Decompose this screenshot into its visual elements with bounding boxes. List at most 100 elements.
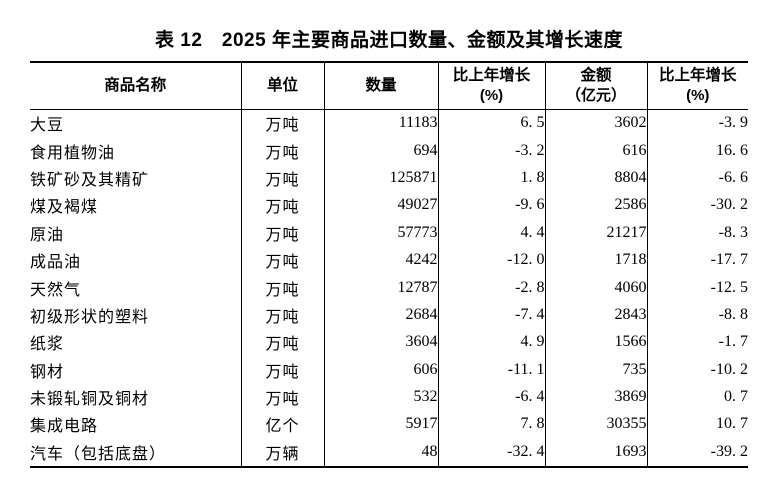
quantity-growth-cell: -3. 2	[438, 136, 546, 165]
unit-cell: 万吨	[241, 219, 325, 247]
commodity-name-cell: 煤及褐煤	[30, 191, 242, 220]
quantity-growth-cell: -12. 0	[438, 246, 546, 274]
amount-cell: 616	[545, 136, 648, 165]
col-header-quantity-growth: 比上年增长 (%)	[438, 62, 546, 110]
unit-cell: 万辆	[241, 438, 325, 467]
table-row: 铁矿砂及其精矿 万吨 125871 1. 8 8804 -6. 6	[30, 164, 748, 192]
amount-growth-cell: -39. 2	[710, 442, 748, 460]
col-header-amount: 金额 （亿元）	[545, 62, 648, 110]
quantity-cell: 48	[324, 438, 439, 467]
unit-cell: 万吨	[241, 191, 325, 220]
table-row: 煤及褐煤 万吨 49027 -9. 6 2586 -30. 2	[30, 191, 748, 220]
commodity-name-cell: 初级形状的塑料	[30, 301, 242, 329]
col-header-unit: 单位	[241, 62, 325, 110]
amount-growth-cell: -3. 9	[718, 114, 748, 132]
quantity-growth-cell: 4. 4	[438, 219, 546, 247]
table-row: 大豆 万吨 11183 6. 5 3602 -3. 9	[30, 109, 748, 137]
unit-cell: 万吨	[241, 383, 325, 411]
commodity-name-cell: 未锻轧铜及铜材	[30, 383, 242, 411]
quantity-growth-cell: 4. 9	[438, 328, 546, 357]
unit-cell: 万吨	[241, 328, 325, 357]
quantity-growth-cell: 7. 8	[438, 410, 546, 439]
commodity-name-cell: 食用植物油	[30, 136, 242, 165]
quantity-growth-cell: -9. 6	[438, 191, 546, 220]
unit-cell: 万吨	[241, 164, 325, 192]
quantity-cell: 2684	[324, 301, 439, 329]
unit-cell: 亿个	[241, 410, 325, 439]
unit-cell: 万吨	[241, 136, 325, 165]
quantity-cell: 694	[324, 136, 439, 165]
commodity-name-cell: 纸浆	[30, 328, 242, 357]
quantity-growth-cell: -6. 4	[438, 383, 546, 411]
quantity-growth-cell: -7. 4	[438, 301, 546, 329]
unit-cell: 万吨	[241, 109, 325, 137]
amount-growth-cell: 0. 7	[724, 388, 748, 406]
amount-cell: 735	[545, 356, 648, 384]
commodity-name-cell: 原油	[30, 219, 242, 247]
amount-growth-cell: 16. 6	[716, 141, 748, 159]
quantity-cell: 5917	[324, 410, 439, 439]
table-row: 天然气 万吨 12787 -2. 8 4060 -12. 5	[30, 273, 748, 302]
quantity-growth-cell: 1. 8	[438, 164, 546, 192]
commodity-name-cell: 大豆	[30, 109, 242, 137]
commodity-name-cell: 成品油	[30, 246, 242, 274]
amount-cell: 3602	[545, 109, 648, 137]
amount-cell: 30355	[545, 410, 648, 439]
amount-growth-cell: -17. 7	[710, 251, 748, 269]
quantity-cell: 532	[324, 383, 439, 411]
amount-cell: 1566	[545, 328, 648, 357]
quantity-cell: 125871	[324, 164, 439, 192]
amount-cell: 21217	[545, 219, 648, 247]
amount-cell: 1693	[545, 438, 648, 467]
quantity-cell: 3604	[324, 328, 439, 357]
commodity-name-cell: 集成电路	[30, 410, 242, 439]
unit-cell: 万吨	[241, 356, 325, 384]
table-row: 初级形状的塑料 万吨 2684 -7. 4 2843 -8. 8	[30, 301, 748, 329]
quantity-growth-cell: 6. 5	[438, 109, 546, 137]
quantity-growth-cell: -11. 1	[438, 356, 546, 384]
quantity-cell: 57773	[324, 219, 439, 247]
import-commodities-table: 商品名称 单位 数量 比上年增长 (%) 金额 （亿元） 比上年增长 (%)	[30, 61, 748, 468]
quantity-cell: 4242	[324, 246, 439, 274]
header-row: 商品名称 单位 数量 比上年增长 (%) 金额 （亿元） 比上年增长 (%)	[30, 62, 748, 110]
unit-cell: 万吨	[241, 273, 325, 302]
table-row: 原油 万吨 57773 4. 4 21217 -8. 3	[30, 219, 748, 247]
amount-growth-cell: -30. 2	[710, 196, 748, 214]
amount-cell: 8804	[545, 164, 648, 192]
table-title: 表 12 2025 年主要商品进口数量、金额及其增长速度	[155, 30, 623, 51]
amount-growth-cell: -1. 7	[718, 333, 748, 351]
table-row: 未锻轧铜及铜材 万吨 532 -6. 4 3869 0. 7	[30, 383, 748, 411]
amount-cell: 1718	[545, 246, 648, 274]
commodity-name-cell: 天然气	[30, 273, 242, 302]
table-row: 成品油 万吨 4242 -12. 0 1718 -17. 7	[30, 246, 748, 274]
quantity-cell: 606	[324, 356, 439, 384]
amount-growth-cell: -12. 5	[710, 278, 748, 296]
amount-cell: 3869	[545, 383, 648, 411]
amount-growth-cell: 10. 7	[716, 415, 748, 433]
unit-cell: 万吨	[241, 301, 325, 329]
amount-cell: 2843	[545, 301, 648, 329]
col-header-amount-growth: 比上年增长 (%)	[647, 62, 748, 110]
amount-growth-cell: -10. 2	[710, 360, 748, 378]
table-row: 汽车（包括底盘） 万辆 48 -32. 4 1693 -39. 2	[30, 438, 748, 467]
quantity-cell: 12787	[324, 273, 439, 302]
commodity-name-cell: 铁矿砂及其精矿	[30, 164, 242, 192]
unit-cell: 万吨	[241, 246, 325, 274]
amount-cell: 2586	[545, 191, 648, 220]
quantity-cell: 11183	[324, 109, 439, 137]
quantity-growth-cell: -32. 4	[438, 438, 546, 467]
quantity-cell: 49027	[324, 191, 439, 220]
amount-growth-cell: -6. 6	[718, 168, 748, 186]
table-row: 钢材 万吨 606 -11. 1 735 -10. 2	[30, 356, 748, 384]
amount-growth-cell: -8. 3	[718, 223, 748, 241]
amount-cell: 4060	[545, 273, 648, 302]
commodity-name-cell: 汽车（包括底盘）	[30, 438, 242, 467]
table-row: 食用植物油 万吨 694 -3. 2 616 16. 6	[30, 136, 748, 165]
col-header-commodity-name: 商品名称	[30, 62, 242, 110]
quantity-growth-cell: -2. 8	[438, 273, 546, 302]
table-row: 纸浆 万吨 3604 4. 9 1566 -1. 7	[30, 328, 748, 357]
table-row: 集成电路 亿个 5917 7. 8 30355 10. 7	[30, 410, 748, 439]
amount-growth-cell: -8. 8	[718, 305, 748, 323]
commodity-name-cell: 钢材	[30, 356, 242, 384]
